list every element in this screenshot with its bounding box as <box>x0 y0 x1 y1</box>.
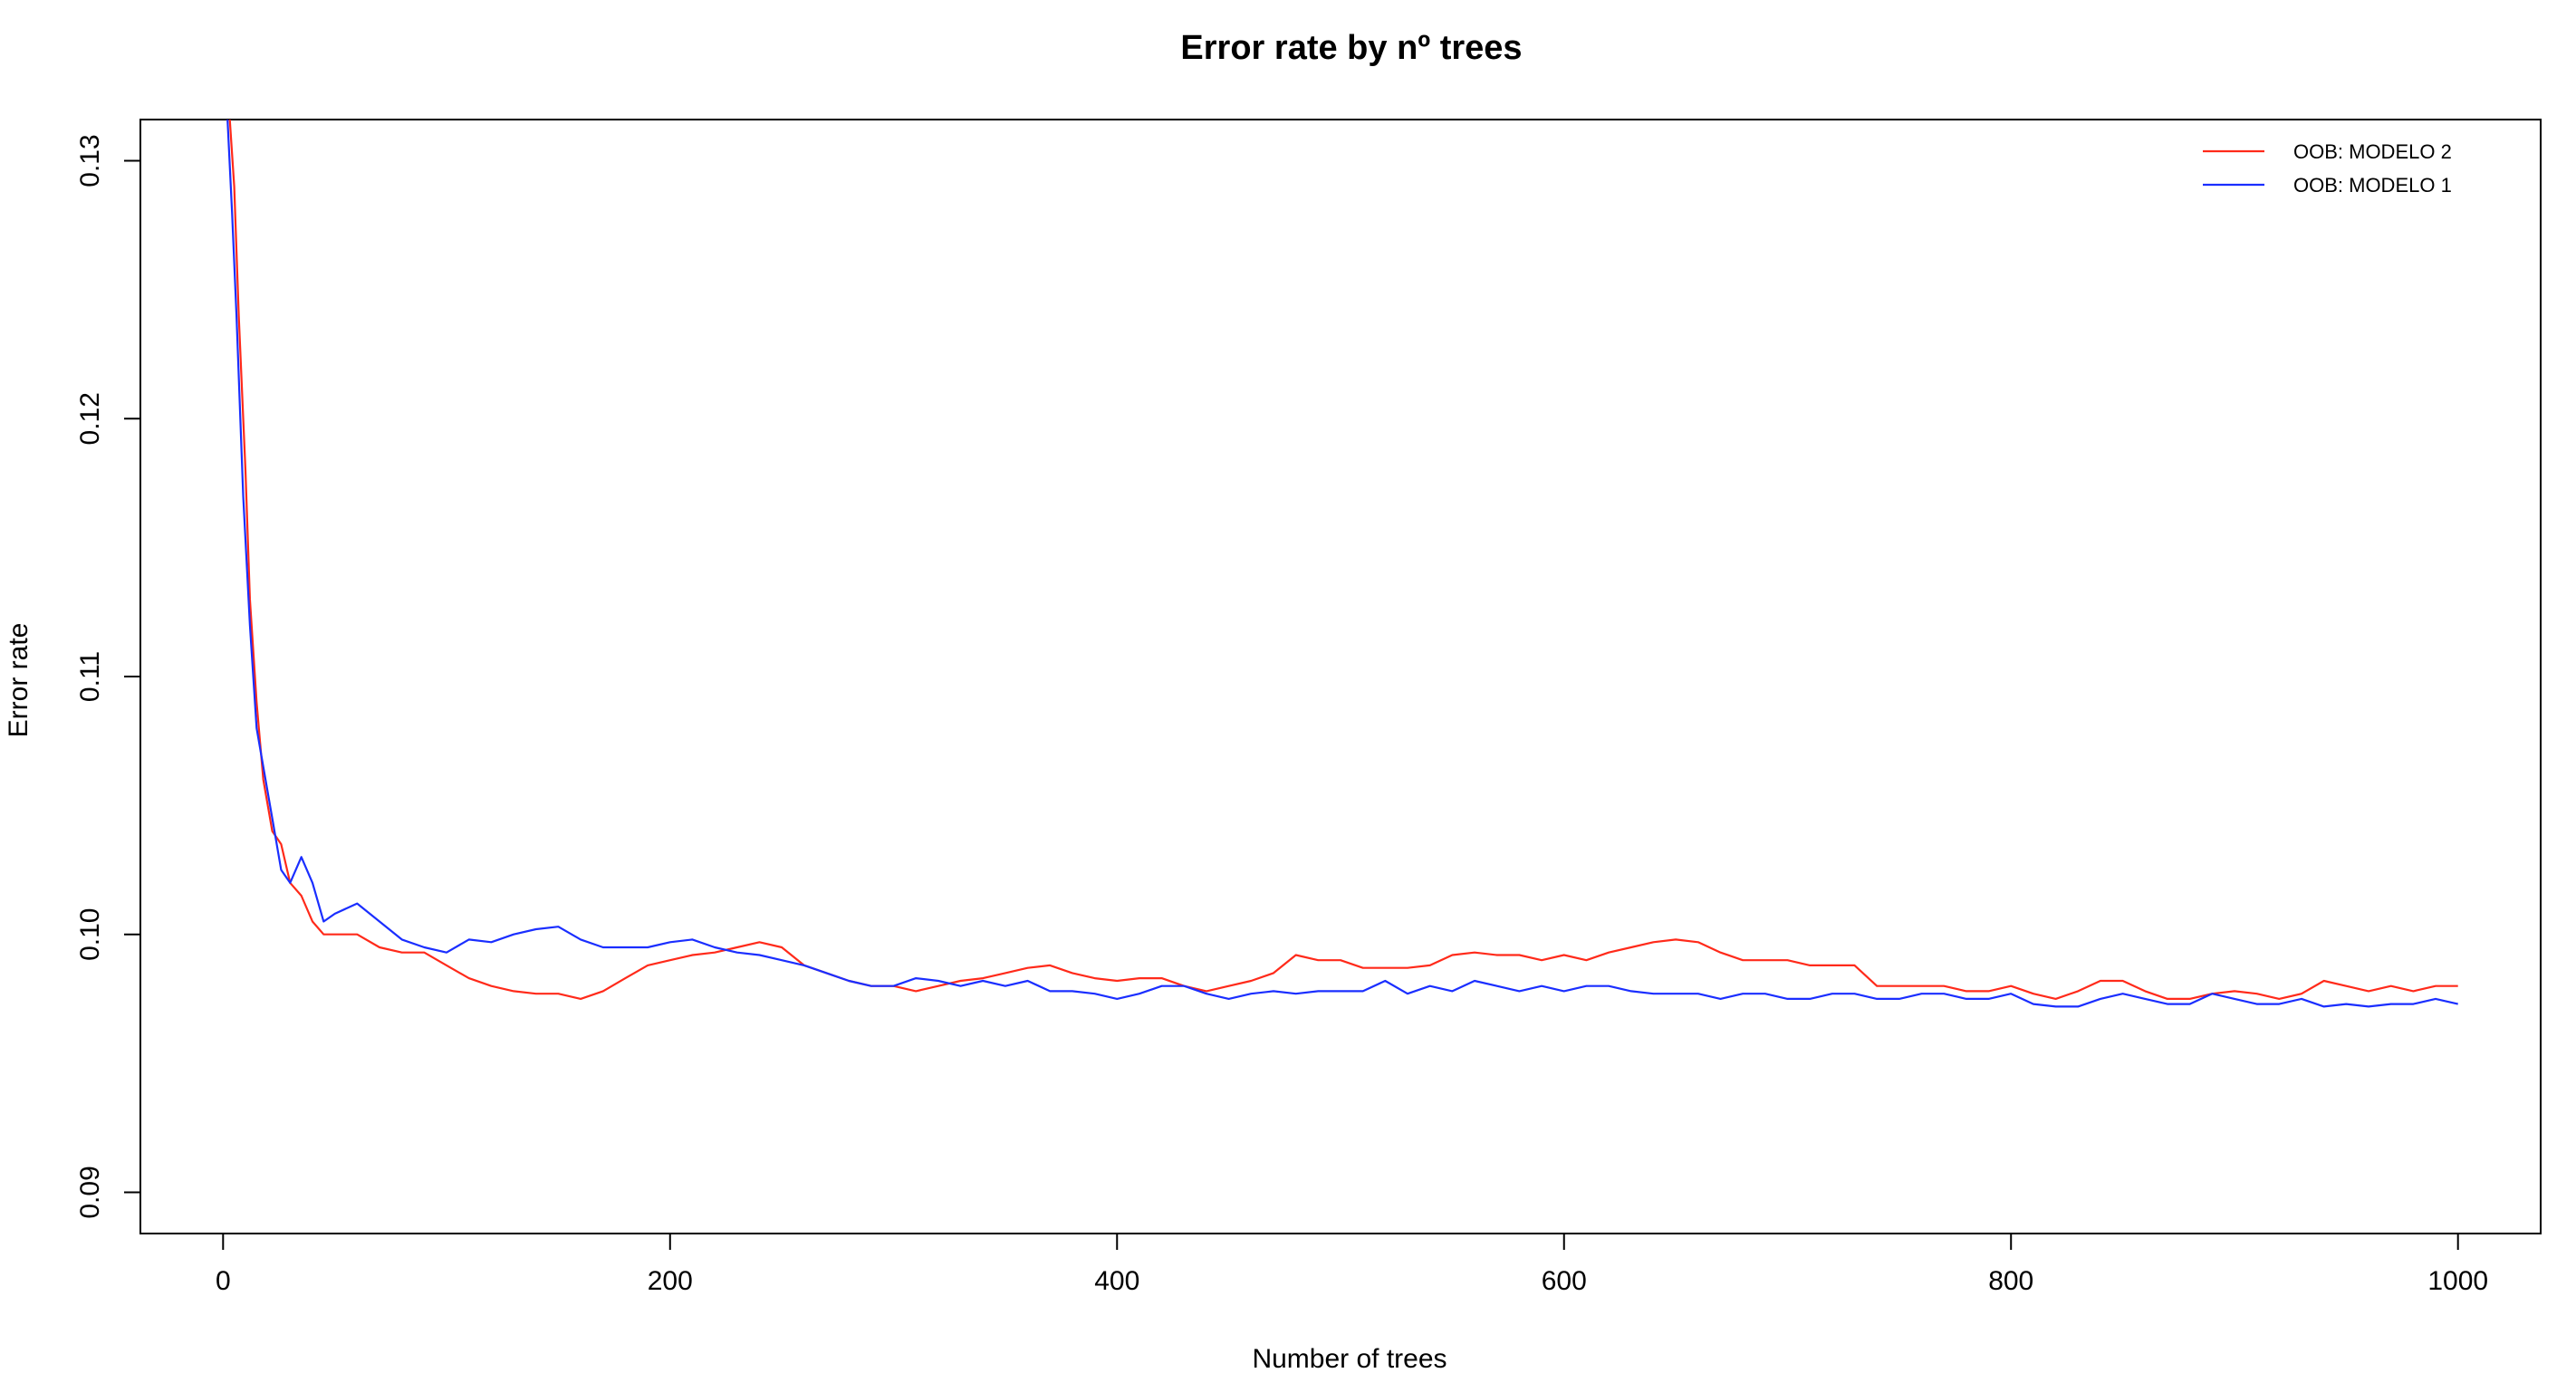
y-axis-label: Error rate <box>4 623 34 738</box>
legend-label: OOB: MODELO 1 <box>2293 174 2452 197</box>
plot-frame <box>139 119 2542 1234</box>
chart-title: Error rate by nº trees <box>1180 29 1522 67</box>
x-tick-label: 1000 <box>2427 1266 2488 1296</box>
x-tick-label: 600 <box>1542 1266 1587 1296</box>
y-tick-label: 0.13 <box>75 134 105 187</box>
x-tick-label: 800 <box>1988 1266 2033 1296</box>
x-axis: 0 200 400 600 800 1000 <box>216 1233 2488 1296</box>
series-line-2 <box>226 120 2458 1008</box>
y-tick-label: 0.11 <box>75 651 105 702</box>
legend-label: OOB: MODELO 2 <box>2293 140 2452 163</box>
legend: OOB: MODELO 2 OOB: MODELO 1 <box>2203 140 2452 197</box>
y-tick-label: 0.10 <box>75 908 105 961</box>
x-tick-label: 400 <box>1094 1266 1139 1296</box>
y-axis: 0.09 0.10 0.11 0.12 0.13 <box>75 134 141 1219</box>
series-line-1 <box>228 120 2458 1000</box>
y-tick-label: 0.09 <box>75 1166 105 1218</box>
x-axis-label: Number of trees <box>1252 1344 1447 1373</box>
x-tick-label: 200 <box>648 1266 693 1296</box>
series-layer <box>226 120 2458 1008</box>
y-tick-label: 0.12 <box>75 392 105 445</box>
x-tick-label: 0 <box>216 1266 231 1296</box>
